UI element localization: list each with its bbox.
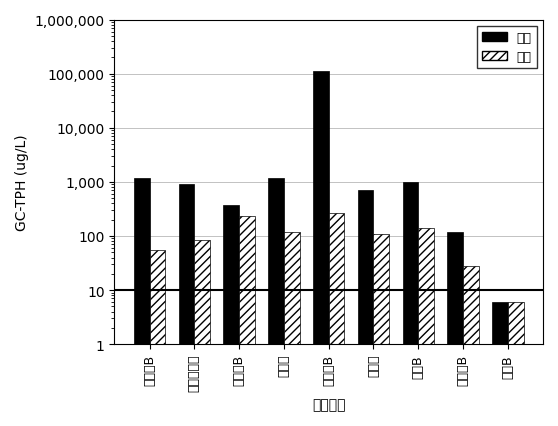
Bar — [223, 205, 239, 426]
Bar — [179, 185, 194, 426]
Bar — [284, 232, 300, 426]
X-axis label: 조사정점: 조사정점 — [312, 397, 345, 411]
Bar — [508, 302, 523, 426]
Bar — [492, 302, 508, 426]
Bar — [268, 178, 284, 426]
Bar — [418, 228, 434, 426]
Bar — [134, 178, 150, 426]
Y-axis label: GC-TPH (ug/L): GC-TPH (ug/L) — [15, 134, 29, 230]
Bar — [313, 72, 329, 426]
Bar — [463, 266, 479, 426]
Bar — [329, 213, 344, 426]
Bar — [150, 250, 165, 426]
Bar — [373, 234, 389, 426]
Bar — [239, 217, 255, 426]
Bar — [403, 182, 418, 426]
Bar — [358, 191, 373, 426]
Bar — [448, 232, 463, 426]
Legend: 만조, 간조: 만조, 간조 — [477, 27, 537, 69]
Bar — [194, 240, 210, 426]
